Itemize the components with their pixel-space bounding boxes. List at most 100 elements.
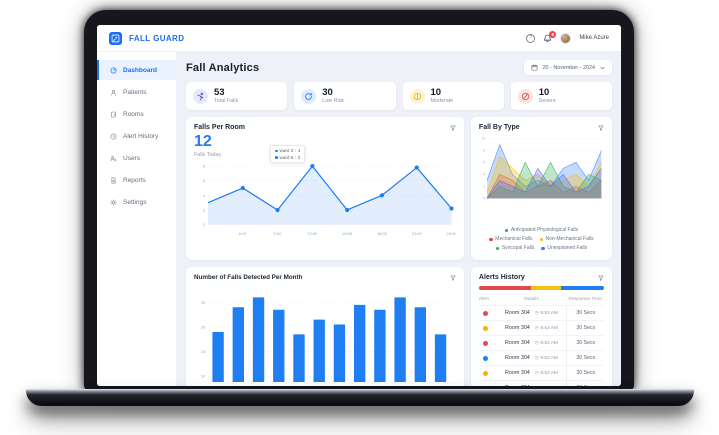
filter-icon[interactable] xyxy=(450,125,456,131)
legend-item[interactable]: Anticipated Physiological Falls xyxy=(504,227,578,233)
sidebar-item-label: Reports xyxy=(123,176,146,184)
alerts-distribution-bar xyxy=(478,286,604,291)
tooltip-value: 2 xyxy=(297,154,301,160)
falls-today-value: 12 xyxy=(194,133,212,151)
falls-today-label: Falls Today xyxy=(194,152,222,159)
sidebar-item-label: Dashboard xyxy=(123,66,157,74)
alert-time: 8:53 AM xyxy=(540,325,558,331)
svg-text:15: 15 xyxy=(201,350,206,355)
column-header: Response Time xyxy=(568,297,602,303)
alert-room: Room 304 xyxy=(504,370,530,377)
clock-icon: ◷ xyxy=(534,370,539,376)
legend-label: Unexplained Falls xyxy=(547,245,588,252)
svg-text:10: 10 xyxy=(482,137,486,141)
alert-row[interactable]: Room 304◷8:53 AM 30 Secs xyxy=(478,305,604,321)
alert-room: Room 304 xyxy=(504,340,530,347)
stat-label: Moderate xyxy=(430,98,454,105)
tooltip-value: 4 xyxy=(297,148,301,154)
chart-legend: Anticipated Physiological Falls Mechanic… xyxy=(479,227,604,253)
alert-row[interactable]: Room 304◷8:53 AM 30 Secs xyxy=(478,350,604,366)
sidebar-item-rooms[interactable]: Rooms xyxy=(97,104,176,124)
stat-label: Low Risk xyxy=(322,98,345,105)
svg-text:9:00: 9:00 xyxy=(274,232,283,237)
notifications-button[interactable]: 8 xyxy=(543,30,557,43)
falls-per-room-line-chart[interactable]: 0 2 4 6 8 6:00 9:00 12:00 15:00 18:00 21:00 24:00 xyxy=(194,160,457,240)
svg-text:0: 0 xyxy=(203,222,206,227)
svg-text:10: 10 xyxy=(201,374,206,379)
date-filter-value: 20 - November - 2024 xyxy=(542,64,595,71)
gauge-icon xyxy=(110,67,117,73)
filter-icon[interactable] xyxy=(598,125,604,131)
svg-text:18:00: 18:00 xyxy=(377,232,388,237)
alert-room: Room 304 xyxy=(504,325,530,332)
alert-row[interactable]: Room 304◷8:53 AM 30 Secs xyxy=(478,380,604,386)
sidebar-item-label: Settings xyxy=(123,198,147,206)
laptop-bezel: FALL GUARD ? 8 Mike Azure xyxy=(84,10,634,391)
user-name[interactable]: Mike Azure xyxy=(579,35,609,41)
avatar[interactable] xyxy=(560,32,572,44)
alert-row[interactable]: Room 304◷8:53 AM 30 Secs xyxy=(478,320,604,336)
svg-text:6: 6 xyxy=(203,179,206,184)
date-filter-dropdown[interactable]: 20 - November - 2024 xyxy=(523,60,612,75)
stat-card-low-risk[interactable]: 30 Low Risk xyxy=(294,82,396,111)
sidebar-item-label: Rooms xyxy=(123,110,144,118)
stat-card-severe[interactable]: 10 Severe xyxy=(510,82,612,111)
users-icon xyxy=(110,155,117,161)
sidebar-item-patients[interactable]: Patients xyxy=(97,82,176,102)
alert-room: Room 304 xyxy=(504,310,530,317)
sidebar-item-dashboard[interactable]: Dashboard xyxy=(97,60,176,80)
legend-dot xyxy=(541,246,545,251)
alert-severity-dot xyxy=(482,310,488,316)
sidebar-item-users[interactable]: Users xyxy=(97,148,176,168)
alert-response: 30 Secs xyxy=(566,351,604,366)
legend-item[interactable]: Non-Mechanical Falls xyxy=(539,236,594,242)
help-icon[interactable]: ? xyxy=(526,33,536,43)
alert-time: 8:53 AM xyxy=(540,310,558,316)
calendar-icon xyxy=(531,64,537,71)
svg-text:25: 25 xyxy=(201,300,206,305)
stat-value: 53 xyxy=(214,87,225,98)
svg-text:0: 0 xyxy=(483,197,485,201)
filter-icon[interactable] xyxy=(598,275,604,281)
filter-icon[interactable] xyxy=(450,275,456,281)
card-title: Falls Per Room xyxy=(194,124,245,132)
sidebar-item-label: Alert History xyxy=(123,132,159,140)
alert-severity-dot xyxy=(482,325,488,331)
stat-card-moderate[interactable]: 10 Moderate xyxy=(402,82,504,111)
low-risk-icon xyxy=(301,88,317,104)
alerts-history-card: Alerts History Alert Details Re xyxy=(470,267,612,386)
legend-item[interactable]: Unexplained Falls xyxy=(541,245,587,251)
alert-row[interactable]: Room 304◷8:53 AM 30 Secs xyxy=(478,335,604,351)
alert-response: 30 Secs xyxy=(566,381,604,386)
legend-item[interactable]: Mechanical Falls xyxy=(489,236,533,242)
column-header: Alert xyxy=(478,297,489,303)
sidebar-item-label: Patients xyxy=(123,88,147,96)
legend-dot xyxy=(504,228,509,233)
fall-by-type-card: Fall By Type 0 2 4 6 8 10 Anticipated Physiol… xyxy=(470,117,612,261)
legend-dot xyxy=(539,237,544,242)
stat-card-total-falls[interactable]: 53 Total Falls xyxy=(186,82,288,111)
stat-label: Total Falls xyxy=(214,98,239,105)
distribution-segment xyxy=(561,286,604,291)
sidebar: Dashboard Patients Rooms Alert History xyxy=(97,52,177,386)
sidebar-item-label: Users xyxy=(123,154,140,162)
legend-item[interactable]: Syncopal Falls xyxy=(495,245,534,251)
svg-text:2: 2 xyxy=(203,208,206,213)
alert-response: 30 Secs xyxy=(566,306,604,321)
falls-per-month-bar-chart[interactable]: 25 20 15 10 xyxy=(194,289,456,382)
legend-dot xyxy=(489,237,493,242)
alert-row[interactable]: Room 304◷8:53 AM 30 Secs xyxy=(478,365,604,381)
chart-tooltip: ward 3 : 4 ward 5 : 2 xyxy=(270,145,306,163)
brand-name: FALL GUARD xyxy=(129,33,185,43)
tooltip-dot xyxy=(275,149,278,153)
alert-room: Room 304 xyxy=(504,355,530,362)
alert-time: 8:53 AM xyxy=(540,355,558,361)
door-icon xyxy=(111,111,116,117)
sidebar-item-settings[interactable]: Settings xyxy=(97,192,176,212)
alert-response: 30 Secs xyxy=(566,366,604,381)
sidebar-item-alert-history[interactable]: Alert History xyxy=(97,126,176,146)
fall-by-type-area-chart[interactable]: 0 2 4 6 8 10 xyxy=(479,134,604,202)
sidebar-item-reports[interactable]: Reports xyxy=(97,170,176,190)
svg-text:12:00: 12:00 xyxy=(307,232,318,237)
